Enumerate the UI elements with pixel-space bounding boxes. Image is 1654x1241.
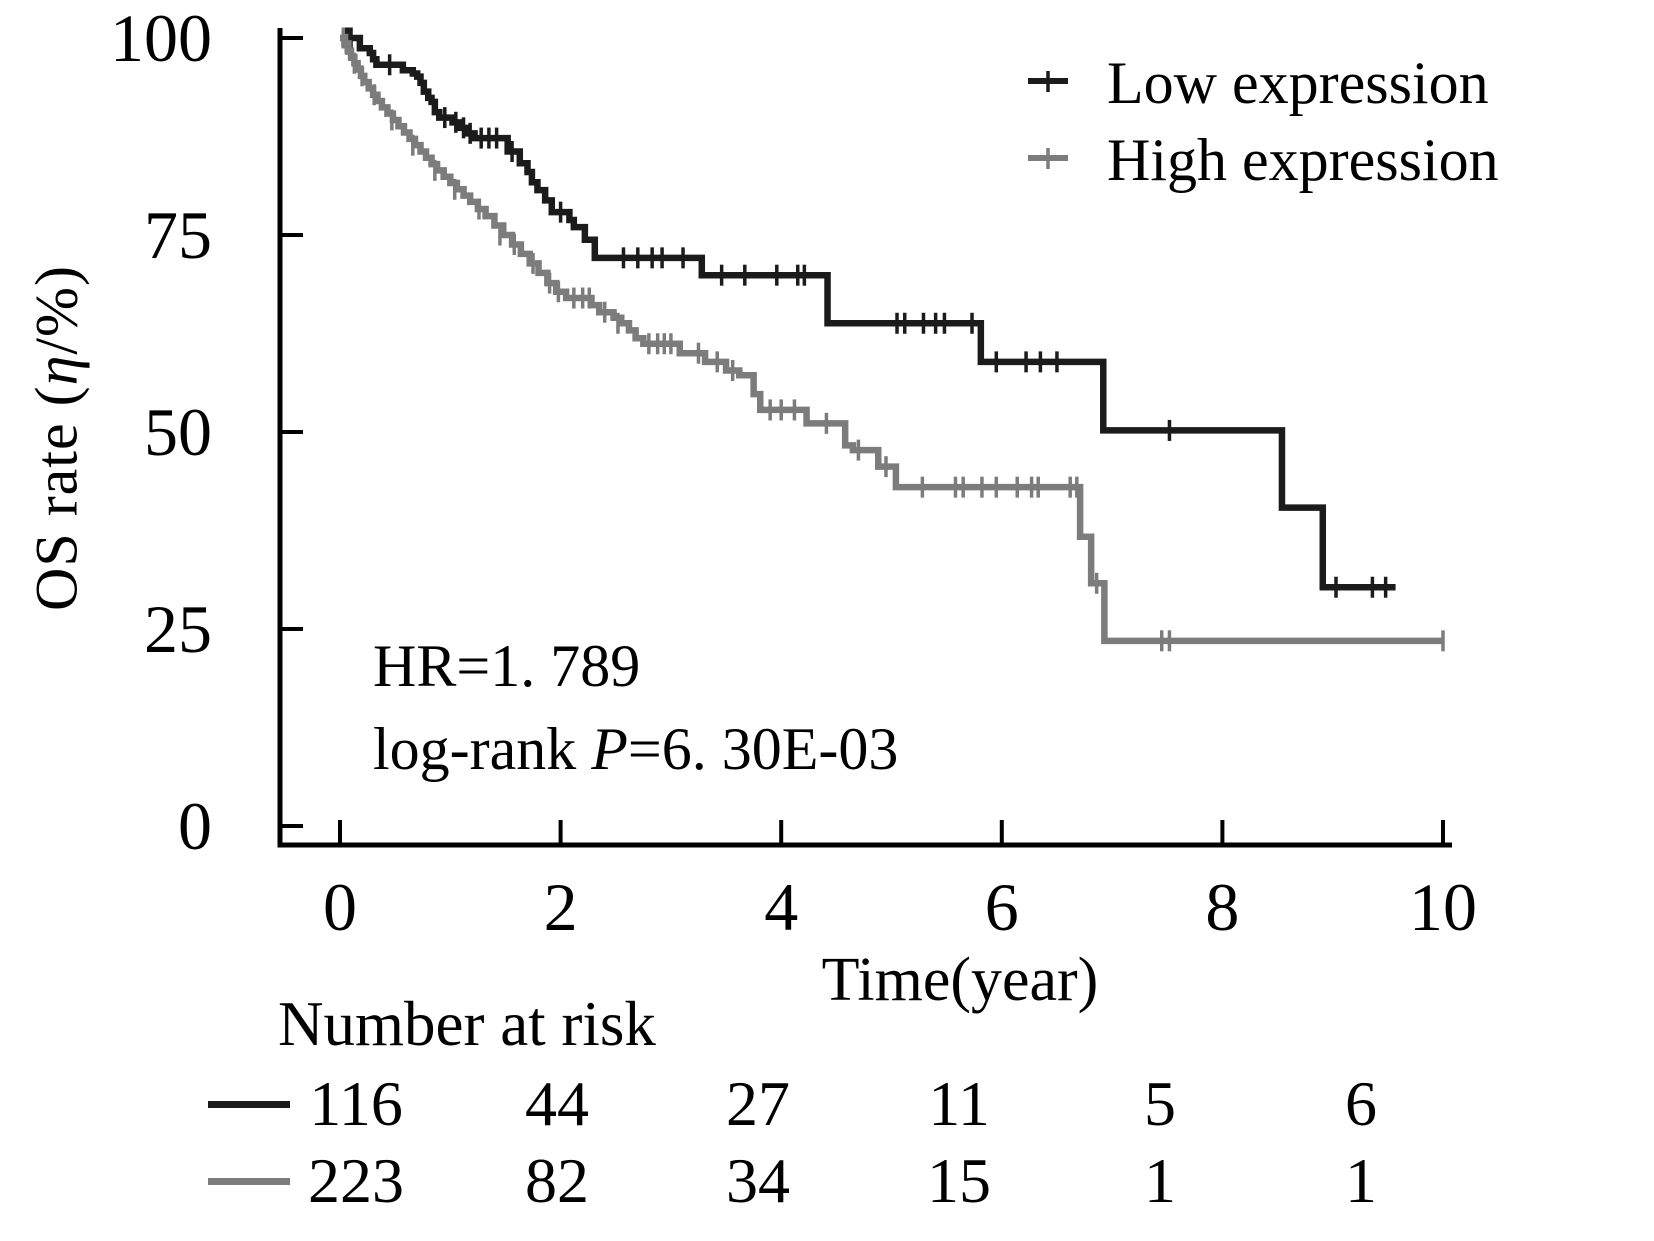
x-tick-label: 2: [543, 869, 578, 945]
risk-value: 223: [308, 1145, 404, 1216]
hr-annotation: HR=1. 789: [373, 633, 641, 699]
risk-value: 27: [726, 1068, 790, 1139]
y-tick-label: 50: [144, 394, 212, 470]
stats-annotation: HR=1. 789 log-rank P=6. 30E-03: [373, 625, 898, 791]
risk-value: 1: [1345, 1145, 1377, 1216]
x-tick-label: 0: [323, 869, 357, 945]
y-axis-title-suffix: /%): [23, 265, 90, 355]
x-axis-title: Time(year): [821, 946, 1099, 1014]
risk-value: 15: [927, 1145, 991, 1216]
logrank-annotation: log-rank P=6. 30E-03: [373, 708, 898, 791]
p-symbol: P: [591, 716, 628, 782]
y-tick-label: 75: [144, 197, 212, 273]
logrank-prefix: log-rank: [373, 716, 592, 782]
risk-value: 82: [525, 1145, 589, 1216]
risk-value: 1: [1144, 1145, 1176, 1216]
risk-value: 116: [309, 1068, 403, 1139]
risk-value: 11: [928, 1068, 990, 1139]
y-tick-label: 0: [178, 788, 212, 864]
x-tick-label: 8: [1205, 869, 1240, 945]
survival-curve-low: [340, 34, 1396, 591]
x-tick-label: 6: [984, 869, 1019, 945]
legend-label-low-expression: Low expression: [1107, 50, 1489, 116]
eta-symbol: η: [23, 354, 90, 386]
risk-value: 44: [525, 1068, 589, 1139]
legend-label-high-expression: High expression: [1107, 127, 1499, 193]
x-tick-label: 10: [1409, 869, 1477, 945]
y-tick-label: 25: [144, 591, 212, 667]
risk-table-header: Number at risk: [278, 989, 656, 1059]
logrank-suffix: =6. 30E-03: [627, 716, 899, 782]
risk-value: 34: [726, 1145, 790, 1216]
risk-value: 5: [1144, 1068, 1176, 1139]
y-tick-label: 100: [110, 0, 212, 76]
x-tick-label: 4: [764, 869, 799, 945]
risk-value: 6: [1345, 1068, 1377, 1139]
